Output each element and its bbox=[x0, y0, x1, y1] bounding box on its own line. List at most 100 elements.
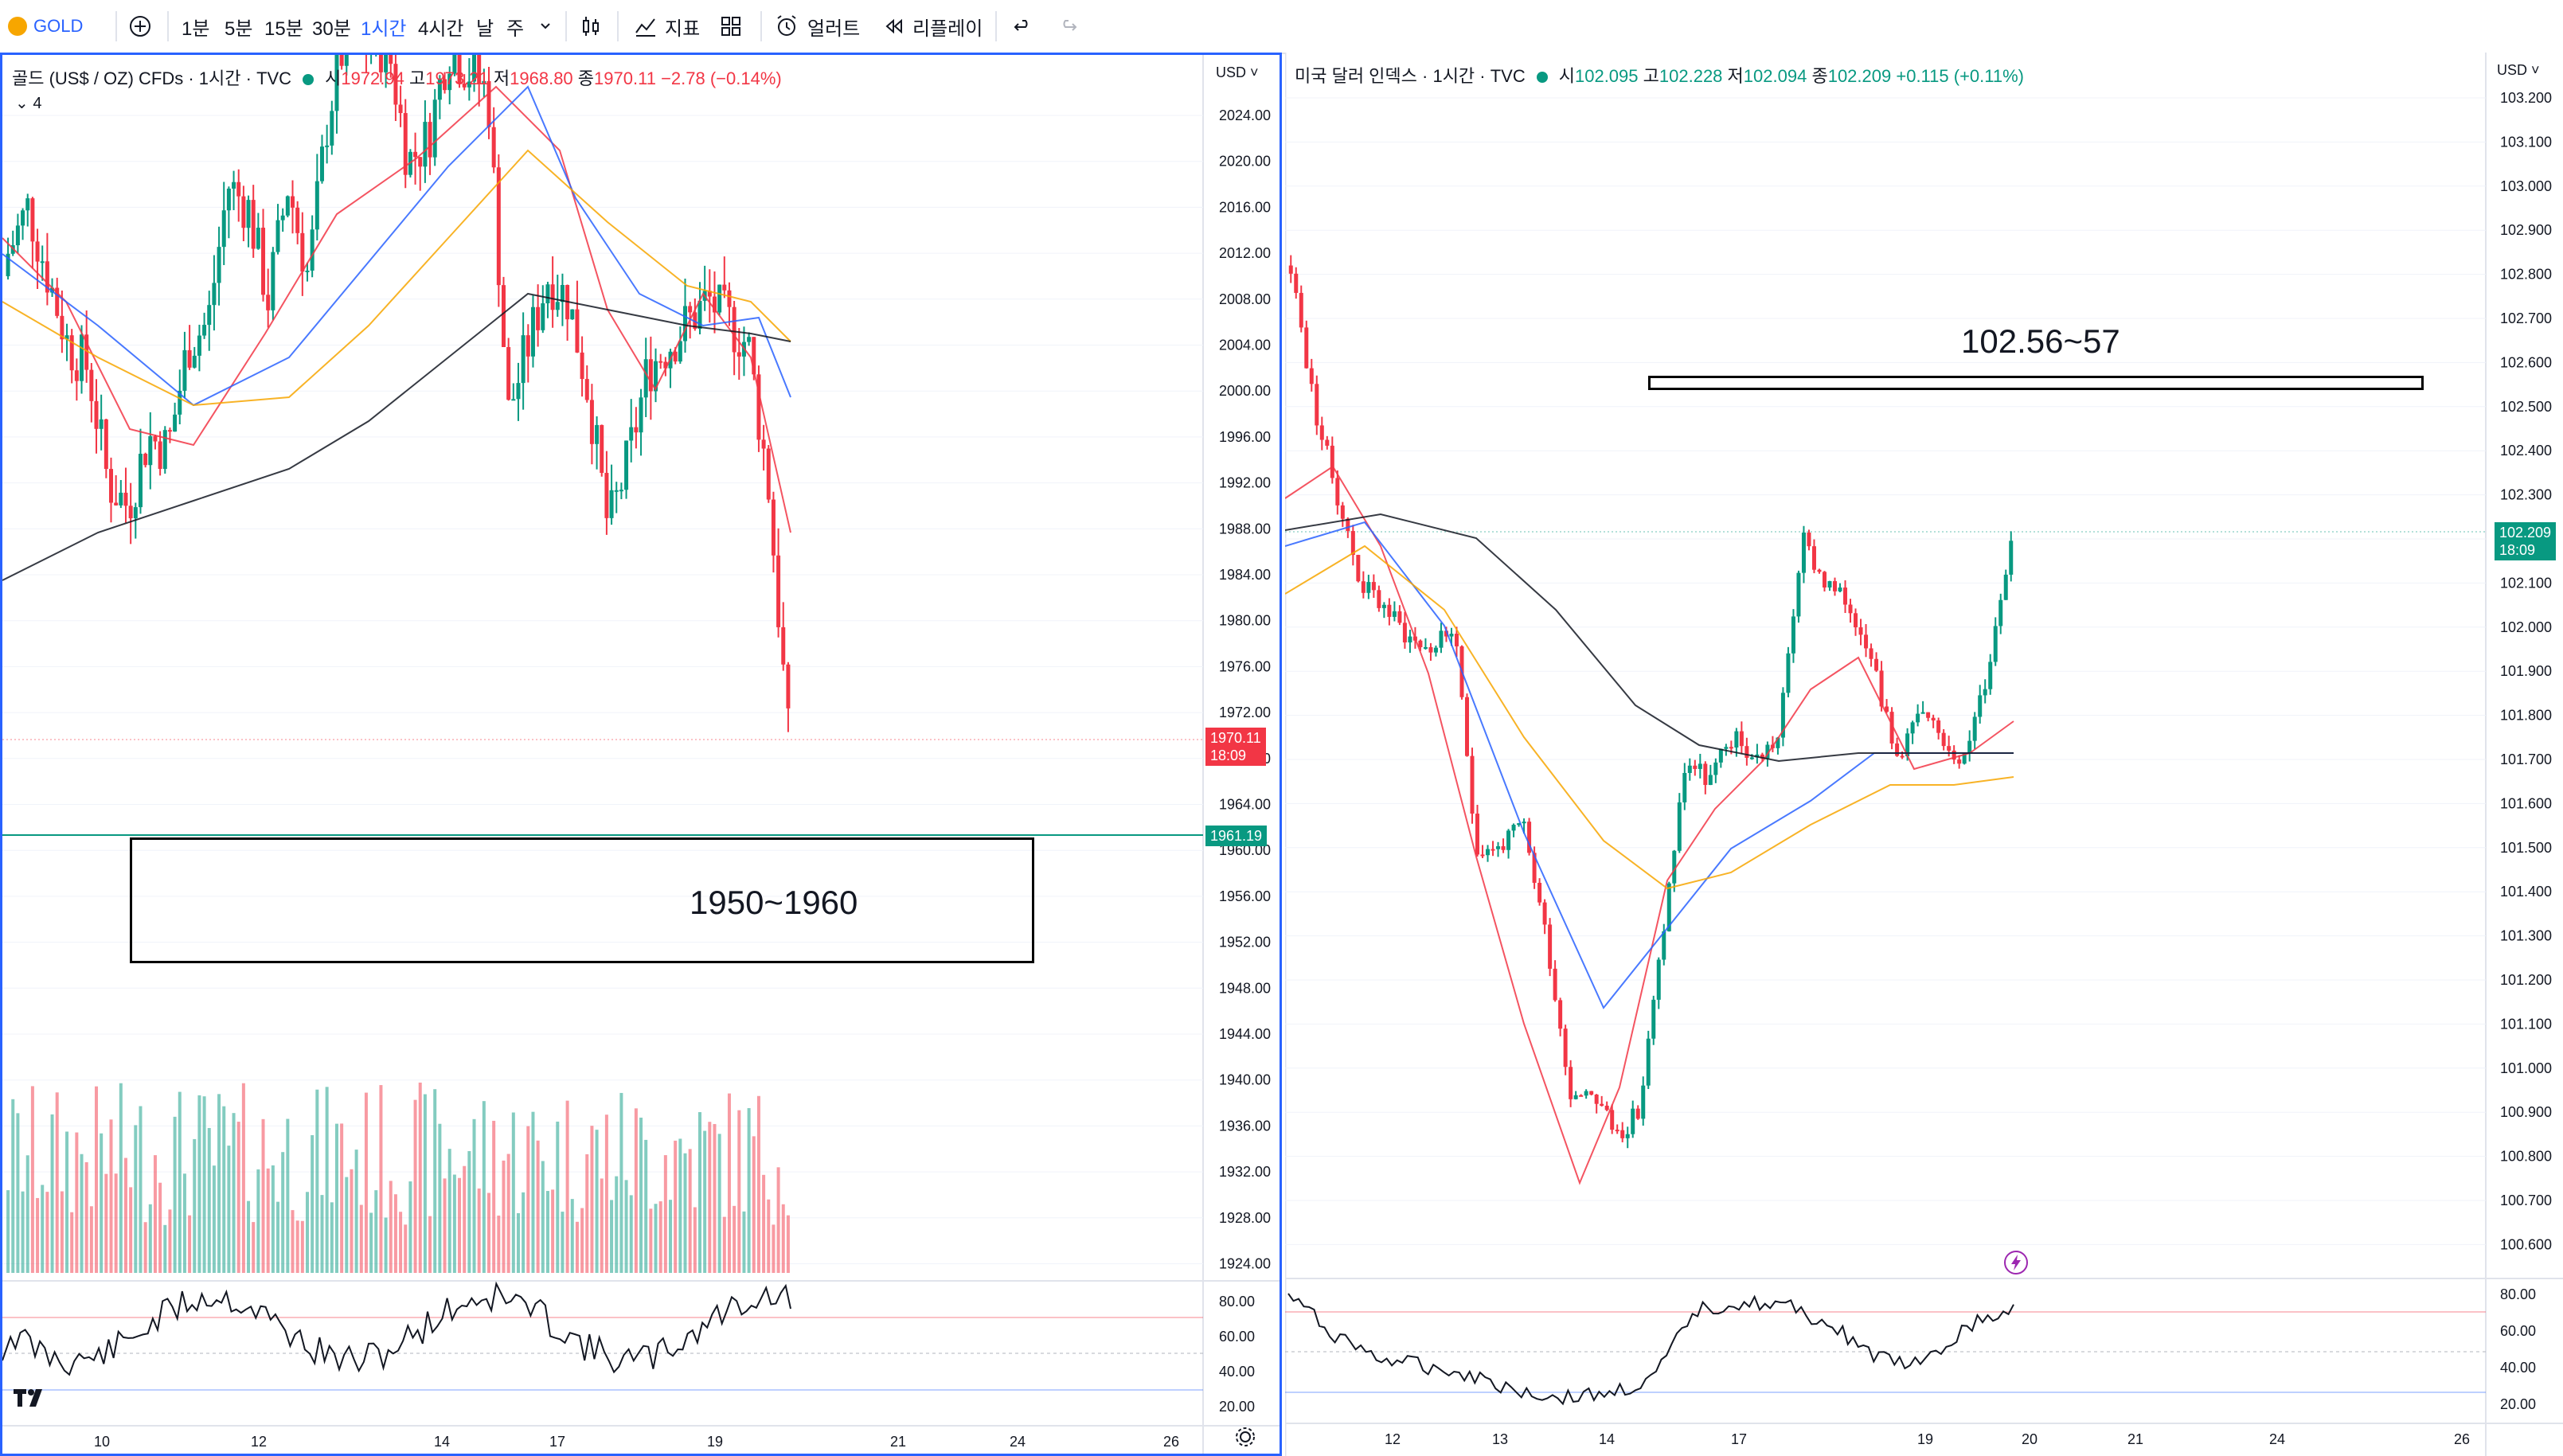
candle-body bbox=[1724, 747, 1729, 749]
candle-body bbox=[319, 146, 324, 182]
symbol-search[interactable]: GOLD bbox=[8, 0, 83, 53]
support-zone-rectangle[interactable]: 1950~1960 bbox=[130, 837, 1034, 963]
price-tick-label: 101.600 bbox=[2500, 795, 2552, 811]
currency-selector[interactable]: USD ˅ bbox=[1216, 64, 1259, 81]
volume-bar bbox=[325, 1087, 329, 1273]
candle-body bbox=[291, 196, 295, 208]
dxy-title[interactable]: 미국 달러 인덱스 · 1시간 · TVC bbox=[1295, 66, 1526, 86]
open-label: 시 bbox=[1558, 66, 1575, 86]
candle-body bbox=[506, 346, 511, 400]
price-tick-label: 102.100 bbox=[2500, 575, 2552, 591]
candle-body bbox=[1833, 581, 1838, 591]
candle-body bbox=[1765, 744, 1770, 759]
candle-body bbox=[1496, 846, 1501, 849]
gold-chart-panel[interactable]: 2024.00 2020.00 2016.00 2012.00 2008.00 2004.… bbox=[0, 53, 1282, 1456]
volume-bar bbox=[506, 1153, 510, 1273]
candle-body bbox=[1480, 854, 1485, 857]
candle-body bbox=[2009, 541, 2014, 575]
currency-label: USD bbox=[2497, 62, 2528, 78]
candle-body bbox=[1646, 1038, 1651, 1086]
volume-bar bbox=[438, 1123, 442, 1273]
gold-title[interactable]: 골드 (US$ / OZ) CFDs · 1시간 · TVC bbox=[12, 68, 292, 88]
candle-body bbox=[305, 270, 310, 272]
lightning-event-icon[interactable] bbox=[2003, 1250, 2029, 1279]
volume-bar bbox=[139, 1106, 143, 1273]
candle-body bbox=[1330, 445, 1334, 478]
price-tick-label: 1932.00 bbox=[1219, 1164, 1271, 1180]
timeframe-day[interactable]: 날 bbox=[476, 18, 494, 40]
indicator-toggle[interactable]: ⌄ 4 bbox=[15, 93, 41, 113]
timeframe-5m[interactable]: 5분 bbox=[225, 18, 253, 40]
candle-body bbox=[1563, 1029, 1568, 1068]
dxy-chart-panel[interactable]: 103.200 103.100 103.000 102.900 102.800 102.7… bbox=[1285, 53, 2563, 1456]
ema-long-line bbox=[2, 149, 791, 407]
volume-bar bbox=[776, 1167, 780, 1273]
candle-body bbox=[482, 80, 486, 84]
compare-add-icon[interactable] bbox=[127, 0, 153, 53]
price-tick-label: 102.600 bbox=[2500, 354, 2552, 370]
candle-body bbox=[94, 400, 99, 429]
volume-bar bbox=[173, 1116, 177, 1273]
candle-body bbox=[1988, 662, 1993, 689]
symbol-label: GOLD bbox=[33, 16, 84, 36]
candle-body bbox=[123, 492, 128, 506]
candle-body bbox=[158, 441, 162, 470]
candle-body bbox=[1304, 327, 1309, 369]
indicators-button[interactable]: 지표 bbox=[633, 0, 700, 53]
timeframe-4h[interactable]: 4시간 bbox=[418, 18, 464, 40]
candle-body bbox=[173, 414, 178, 432]
candle-body bbox=[1464, 697, 1469, 756]
replay-button[interactable]: 리플레이 bbox=[882, 0, 983, 53]
candle-body bbox=[207, 305, 212, 326]
volume-bar bbox=[330, 1202, 334, 1273]
volume-bar bbox=[21, 1191, 25, 1273]
settings-gear-icon[interactable] bbox=[1234, 1426, 1256, 1452]
candle-body bbox=[1402, 623, 1407, 642]
candle-body bbox=[432, 100, 437, 158]
candle-body bbox=[280, 215, 285, 221]
candle-body bbox=[560, 284, 565, 303]
candle-body bbox=[697, 300, 702, 330]
timeframe-dropdown-icon[interactable] bbox=[537, 0, 553, 53]
candle-body bbox=[1687, 765, 1692, 773]
volume-bar bbox=[585, 1153, 589, 1273]
candle-body bbox=[693, 312, 697, 330]
candle-body bbox=[1579, 1095, 1584, 1097]
candle-body bbox=[536, 306, 541, 330]
candle-body bbox=[516, 383, 521, 400]
timeframe-week[interactable]: 주 bbox=[506, 18, 525, 40]
gold-chart-canvas[interactable]: 2024.00 2020.00 2016.00 2012.00 2008.00 2004.… bbox=[2, 55, 1280, 1454]
candle-body bbox=[256, 228, 260, 249]
volume-bar bbox=[674, 1140, 678, 1273]
currency-label: USD bbox=[1216, 64, 1247, 80]
dxy-chart-canvas[interactable]: 103.200 103.100 103.000 102.900 102.800 102.7… bbox=[1285, 53, 2563, 1456]
candle-body bbox=[428, 122, 432, 158]
candle-body bbox=[148, 435, 153, 466]
timeframe-1h[interactable]: 1시간 bbox=[361, 18, 407, 40]
candle-body bbox=[1718, 748, 1723, 763]
layout-grid-icon[interactable] bbox=[719, 0, 743, 53]
timeframe-1m[interactable]: 1분 bbox=[182, 18, 210, 40]
candle-body bbox=[683, 306, 688, 342]
volume-bar bbox=[55, 1092, 59, 1273]
candle-body bbox=[1931, 717, 1936, 721]
candle-body bbox=[658, 361, 663, 363]
candle-body bbox=[1620, 1130, 1625, 1138]
timeframe-30m[interactable]: 30분 bbox=[312, 18, 351, 40]
tradingview-logo[interactable] bbox=[14, 1386, 52, 1412]
candle-style-icon[interactable] bbox=[578, 0, 604, 53]
undo-icon[interactable] bbox=[1011, 0, 1035, 53]
candle-body bbox=[1817, 569, 1822, 572]
alerts-button[interactable]: 얼러트 bbox=[774, 0, 860, 53]
volume-bar bbox=[590, 1126, 594, 1273]
currency-selector[interactable]: USD ˅ bbox=[2497, 62, 2540, 79]
candle-body bbox=[555, 302, 560, 310]
volume-bar bbox=[742, 1211, 746, 1273]
volume-bar bbox=[70, 1212, 74, 1273]
volume-bar bbox=[708, 1122, 712, 1273]
timeframe-15m[interactable]: 15분 bbox=[264, 18, 303, 40]
volume-bar bbox=[615, 1176, 619, 1273]
volume-bar bbox=[580, 1208, 584, 1273]
resistance-zone-rectangle[interactable]: 102.56~57 bbox=[1648, 322, 2424, 390]
redo-icon[interactable] bbox=[1056, 0, 1080, 53]
